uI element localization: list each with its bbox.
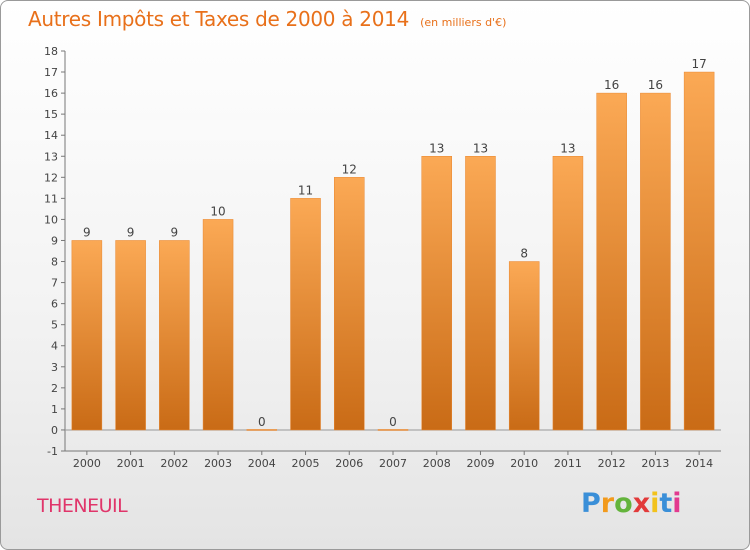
x-tick-label-2003: 2003: [204, 457, 232, 470]
x-tick-label-2002: 2002: [160, 457, 188, 470]
x-tick-label-2009: 2009: [466, 457, 494, 470]
x-tick-label-2007: 2007: [379, 457, 407, 470]
value-label-2003: 10: [210, 204, 225, 218]
value-label-2006: 12: [342, 162, 357, 176]
bar-2002: [159, 240, 190, 431]
value-label-2008: 13: [429, 141, 444, 155]
y-tick-label: 10: [44, 213, 58, 226]
logo-letter: x: [632, 488, 651, 519]
commune-name: THENEUIL: [37, 495, 128, 517]
value-label-2012: 16: [604, 78, 619, 92]
y-tick-label: 4: [51, 340, 58, 353]
y-tick-label: 18: [44, 45, 58, 58]
x-tick-label-2005: 2005: [292, 457, 320, 470]
value-label-2002: 9: [171, 225, 179, 239]
x-tick-label-2013: 2013: [641, 457, 669, 470]
bar-2000: [71, 240, 103, 431]
logo-letter: t: [659, 488, 673, 519]
y-tick-label: 15: [44, 108, 58, 121]
value-label-2009: 13: [473, 141, 488, 155]
bar-2014: [683, 71, 715, 431]
value-label-2005: 11: [298, 183, 313, 197]
y-tick-label: 2: [51, 382, 58, 395]
bar-2003: [202, 219, 234, 431]
logo-letter: i: [672, 488, 682, 519]
x-tick-label-2012: 2012: [598, 457, 626, 470]
bar-2005: [290, 198, 321, 431]
logo-letter: i: [650, 488, 660, 519]
bar-2007: [377, 429, 409, 431]
bar-2012: [596, 92, 627, 431]
value-label-2000: 9: [83, 225, 91, 239]
bar-2009: [465, 156, 496, 431]
y-tick-label: 8: [51, 256, 58, 269]
value-label-2010: 8: [520, 247, 528, 261]
y-tick-label: 12: [44, 171, 58, 184]
y-tick-label: 1: [51, 403, 58, 416]
value-label-2013: 16: [648, 78, 663, 92]
chart-title: Autres Impôts et Taxes de 2000 à 2014: [28, 7, 409, 31]
y-tick-label: -1: [47, 445, 58, 458]
bar-2013: [640, 92, 671, 431]
chart-labels: 9 2000 9 2001 9 2002 10 2003 0 2004 11 2005 12 2006 0 2…: [73, 57, 713, 470]
y-tick-label: 0: [51, 424, 58, 437]
bar-2004: [246, 429, 278, 431]
value-label-2011: 13: [560, 141, 575, 155]
y-tick-label: 5: [51, 319, 58, 332]
x-tick-label-2001: 2001: [117, 457, 145, 470]
value-label-2014: 17: [691, 57, 706, 71]
bar-2011: [552, 156, 584, 431]
value-label-2004: 0: [258, 415, 266, 429]
x-tick-label-2010: 2010: [510, 457, 538, 470]
y-tick-label: 13: [44, 150, 58, 163]
bar-2006: [334, 177, 365, 431]
y-tick-label: 11: [44, 192, 58, 205]
value-label-2001: 9: [127, 225, 135, 239]
y-tick-label: 16: [44, 87, 58, 100]
x-tick-label-2006: 2006: [335, 457, 363, 470]
x-tick-label-2008: 2008: [423, 457, 451, 470]
x-tick-label-2014: 2014: [685, 457, 713, 470]
bar-2001: [115, 240, 146, 431]
logo-letter: r: [600, 488, 615, 519]
proxiti-logo: Proxiti: [581, 488, 682, 519]
y-tick-label: 7: [51, 277, 58, 290]
y-tick-label: 17: [44, 66, 58, 79]
x-tick-label-2004: 2004: [248, 457, 276, 470]
logo-letter: P: [581, 488, 601, 519]
y-tick-label: 3: [51, 361, 58, 374]
bar-2008: [421, 156, 452, 431]
value-label-2007: 0: [389, 415, 397, 429]
x-tick-label-2000: 2000: [73, 457, 101, 470]
y-tick-label: 14: [44, 129, 58, 142]
y-tick-label: 6: [51, 298, 58, 311]
logo-letter: o: [614, 488, 633, 519]
chart-title-block: Autres Impôts et Taxes de 2000 à 2014 (e…: [28, 7, 506, 31]
y-tick-label: 9: [51, 234, 58, 247]
chart-subtitle: (en milliers d'€): [420, 16, 507, 29]
bar-2010: [508, 261, 540, 431]
chart-bars: [71, 71, 715, 431]
x-tick-label-2011: 2011: [554, 457, 582, 470]
